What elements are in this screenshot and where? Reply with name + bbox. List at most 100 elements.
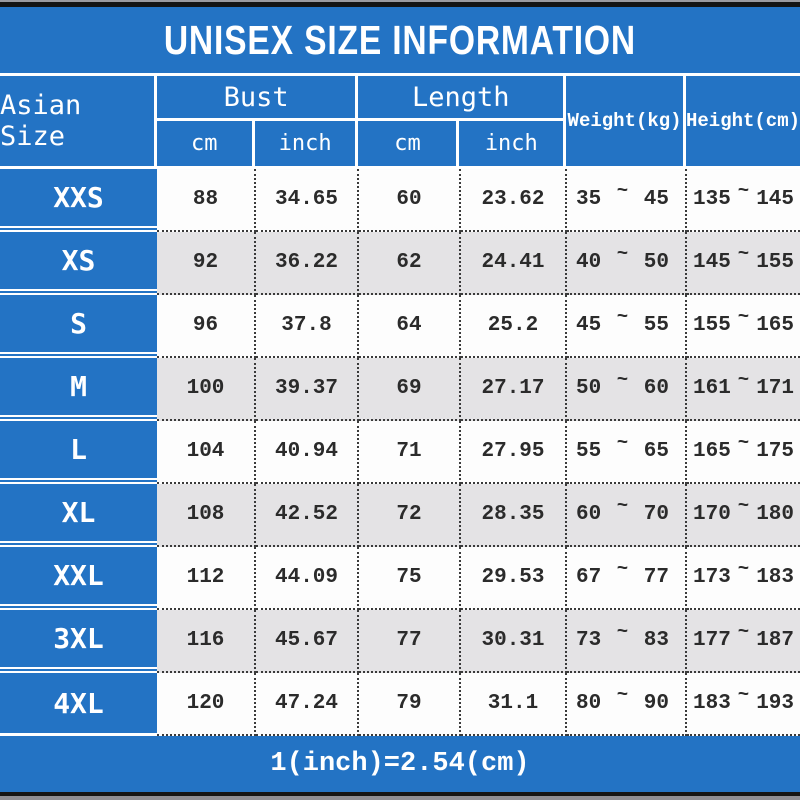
height-min: 165 bbox=[693, 440, 731, 463]
bust-cm-cell: 96 bbox=[157, 295, 256, 358]
tilde-separator: ~ bbox=[737, 368, 750, 391]
header-length: Length bbox=[358, 76, 564, 121]
height-max: 187 bbox=[756, 629, 794, 652]
height-min: 177 bbox=[693, 629, 731, 652]
height-max: 145 bbox=[756, 188, 794, 211]
size-cell: 4XL bbox=[0, 673, 157, 736]
tilde-separator: ~ bbox=[737, 683, 750, 706]
height-range-cell: 165 ~ 175 bbox=[687, 421, 800, 484]
weight-range-cell: 45 ~ 55 bbox=[567, 295, 687, 358]
header-bust-group: Bust cm inch bbox=[156, 76, 359, 166]
tilde-separator: ~ bbox=[616, 494, 629, 517]
bust-cm-cell: 112 bbox=[157, 547, 256, 610]
header-asian-size: Asian Size bbox=[0, 76, 157, 166]
weight-max: 77 bbox=[643, 566, 669, 589]
weight-range-cell: 73 ~ 83 bbox=[567, 610, 687, 673]
height-max: 193 bbox=[756, 692, 794, 715]
table-row: M 100 39.37 69 27.17 50 ~ 60 161 ~ 171 bbox=[0, 358, 800, 421]
length-cm-cell: 79 bbox=[359, 673, 461, 736]
tilde-separator: ~ bbox=[737, 242, 750, 265]
length-cm-cell: 75 bbox=[359, 547, 461, 610]
bust-cm-cell: 104 bbox=[157, 421, 256, 484]
weight-range-cell: 80 ~ 90 bbox=[567, 673, 687, 736]
header-length-inch: inch bbox=[484, 131, 538, 156]
title-band: UNISEX SIZE INFORMATION bbox=[0, 7, 800, 76]
table-row: XXS 88 34.65 60 23.62 35 ~ 45 135 ~ 145 bbox=[0, 169, 800, 232]
height-min: 170 bbox=[693, 503, 731, 526]
length-inch-cell: 30.31 bbox=[461, 610, 567, 673]
height-min: 145 bbox=[693, 251, 731, 274]
table-row: XS 92 36.22 62 24.41 40 ~ 50 145 ~ 155 bbox=[0, 232, 800, 295]
bust-inch-cell: 36.22 bbox=[256, 232, 359, 295]
header-length-group: Length cm inch bbox=[358, 76, 567, 166]
height-range-cell: 145 ~ 155 bbox=[687, 232, 800, 295]
length-cm-cell: 69 bbox=[359, 358, 461, 421]
weight-min: 55 bbox=[576, 440, 602, 463]
height-range-cell: 135 ~ 145 bbox=[687, 169, 800, 232]
weight-max: 83 bbox=[643, 629, 669, 652]
length-cm-cell: 60 bbox=[359, 169, 461, 232]
size-cell: XXS bbox=[0, 169, 157, 232]
size-cell: XL bbox=[0, 484, 157, 547]
header-height: Height(cm) bbox=[685, 110, 800, 132]
height-min: 183 bbox=[693, 692, 731, 715]
weight-min: 67 bbox=[576, 566, 602, 589]
weight-min: 80 bbox=[576, 692, 602, 715]
header-bust: Bust bbox=[156, 76, 356, 121]
weight-min: 45 bbox=[576, 314, 602, 337]
top-border-bar bbox=[0, 0, 800, 7]
weight-max: 45 bbox=[643, 188, 669, 211]
footer-band: 1(inch)=2.54(cm) bbox=[0, 736, 800, 792]
size-cell: M bbox=[0, 358, 157, 421]
size-cell: XXL bbox=[0, 547, 157, 610]
length-inch-cell: 31.1 bbox=[461, 673, 567, 736]
length-inch-cell: 29.53 bbox=[461, 547, 567, 610]
height-range-cell: 170 ~ 180 bbox=[687, 484, 800, 547]
tilde-separator: ~ bbox=[616, 683, 629, 706]
height-min: 173 bbox=[693, 566, 731, 589]
height-min: 161 bbox=[693, 377, 731, 400]
length-cm-cell: 71 bbox=[359, 421, 461, 484]
tilde-separator: ~ bbox=[616, 557, 629, 580]
height-max: 155 bbox=[756, 251, 794, 274]
height-min: 135 bbox=[693, 188, 731, 211]
tilde-separator: ~ bbox=[737, 305, 750, 328]
length-inch-cell: 28.35 bbox=[461, 484, 567, 547]
bust-cm-cell: 100 bbox=[157, 358, 256, 421]
height-range-cell: 173 ~ 183 bbox=[687, 547, 800, 610]
size-cell: S bbox=[0, 295, 157, 358]
height-max: 165 bbox=[756, 314, 794, 337]
length-inch-cell: 27.95 bbox=[461, 421, 567, 484]
length-cm-cell: 77 bbox=[359, 610, 461, 673]
tilde-separator: ~ bbox=[737, 557, 750, 580]
length-cm-cell: 72 bbox=[359, 484, 461, 547]
bust-inch-cell: 44.09 bbox=[256, 547, 359, 610]
tilde-separator: ~ bbox=[616, 305, 629, 328]
height-max: 175 bbox=[756, 440, 794, 463]
table-row: 3XL 116 45.67 77 30.31 73 ~ 83 177 ~ 187 bbox=[0, 610, 800, 673]
height-min: 155 bbox=[693, 314, 731, 337]
table-row: L 104 40.94 71 27.95 55 ~ 65 165 ~ 175 bbox=[0, 421, 800, 484]
bust-cm-cell: 108 bbox=[157, 484, 256, 547]
length-cm-cell: 62 bbox=[359, 232, 461, 295]
weight-max: 90 bbox=[643, 692, 669, 715]
header-weight: Weight(kg) bbox=[566, 76, 686, 166]
weight-max: 60 bbox=[643, 377, 669, 400]
header-length-cm: cm bbox=[358, 121, 460, 166]
bust-cm-cell: 92 bbox=[157, 232, 256, 295]
length-inch-cell: 25.2 bbox=[461, 295, 567, 358]
bust-inch-cell: 37.8 bbox=[256, 295, 359, 358]
table-row: 4XL 120 47.24 79 31.1 80 ~ 90 183 ~ 193 bbox=[0, 673, 800, 736]
tilde-separator: ~ bbox=[616, 368, 629, 391]
weight-min: 60 bbox=[576, 503, 602, 526]
weight-max: 50 bbox=[643, 251, 669, 274]
bust-inch-cell: 40.94 bbox=[256, 421, 359, 484]
weight-min: 50 bbox=[576, 377, 602, 400]
height-range-cell: 183 ~ 193 bbox=[687, 673, 800, 736]
bust-cm-cell: 88 bbox=[157, 169, 256, 232]
tilde-separator: ~ bbox=[616, 620, 629, 643]
bottom-border-bar bbox=[0, 792, 800, 800]
table-row: XXL 112 44.09 75 29.53 67 ~ 77 173 ~ 183 bbox=[0, 547, 800, 610]
height-max: 171 bbox=[756, 377, 794, 400]
